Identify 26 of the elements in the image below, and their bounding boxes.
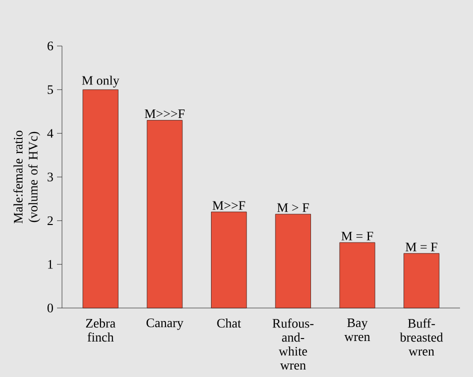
annotation: M > F [277,203,309,212]
y-tick-label: 1 [48,260,53,269]
y-tick-label: 3 [48,172,53,182]
y-tick-label: 4 [47,129,54,138]
y-tick-label: 0 [48,304,53,312]
bar [404,253,440,308]
bar [211,212,247,308]
bar [275,214,311,308]
y-axis-title: Male:female ratio (volume of HVc) [13,130,40,224]
x-tick-label: Zebra finch [86,318,116,342]
y-tick-label: 6 [48,42,54,50]
x-tick-label: Bay wren [344,318,370,342]
annotation: M only [82,76,120,88]
bar [146,120,183,308]
annotation: M>>F [212,201,246,210]
annotation: M>>>F [144,110,185,118]
annotation: M = F [406,242,438,252]
y-tick-label: 5 [48,85,53,94]
x-tick-label: Canary [146,318,184,330]
bar [82,89,118,308]
bar [339,242,376,308]
x-tick-label: Rufous-and-white wren [272,318,314,370]
x-tick-label: Chat [217,318,242,328]
x-tick-label: Buff-breasted wren [400,318,443,356]
annotation: M = F [341,232,374,240]
y-tick-label: 2 [48,216,53,225]
